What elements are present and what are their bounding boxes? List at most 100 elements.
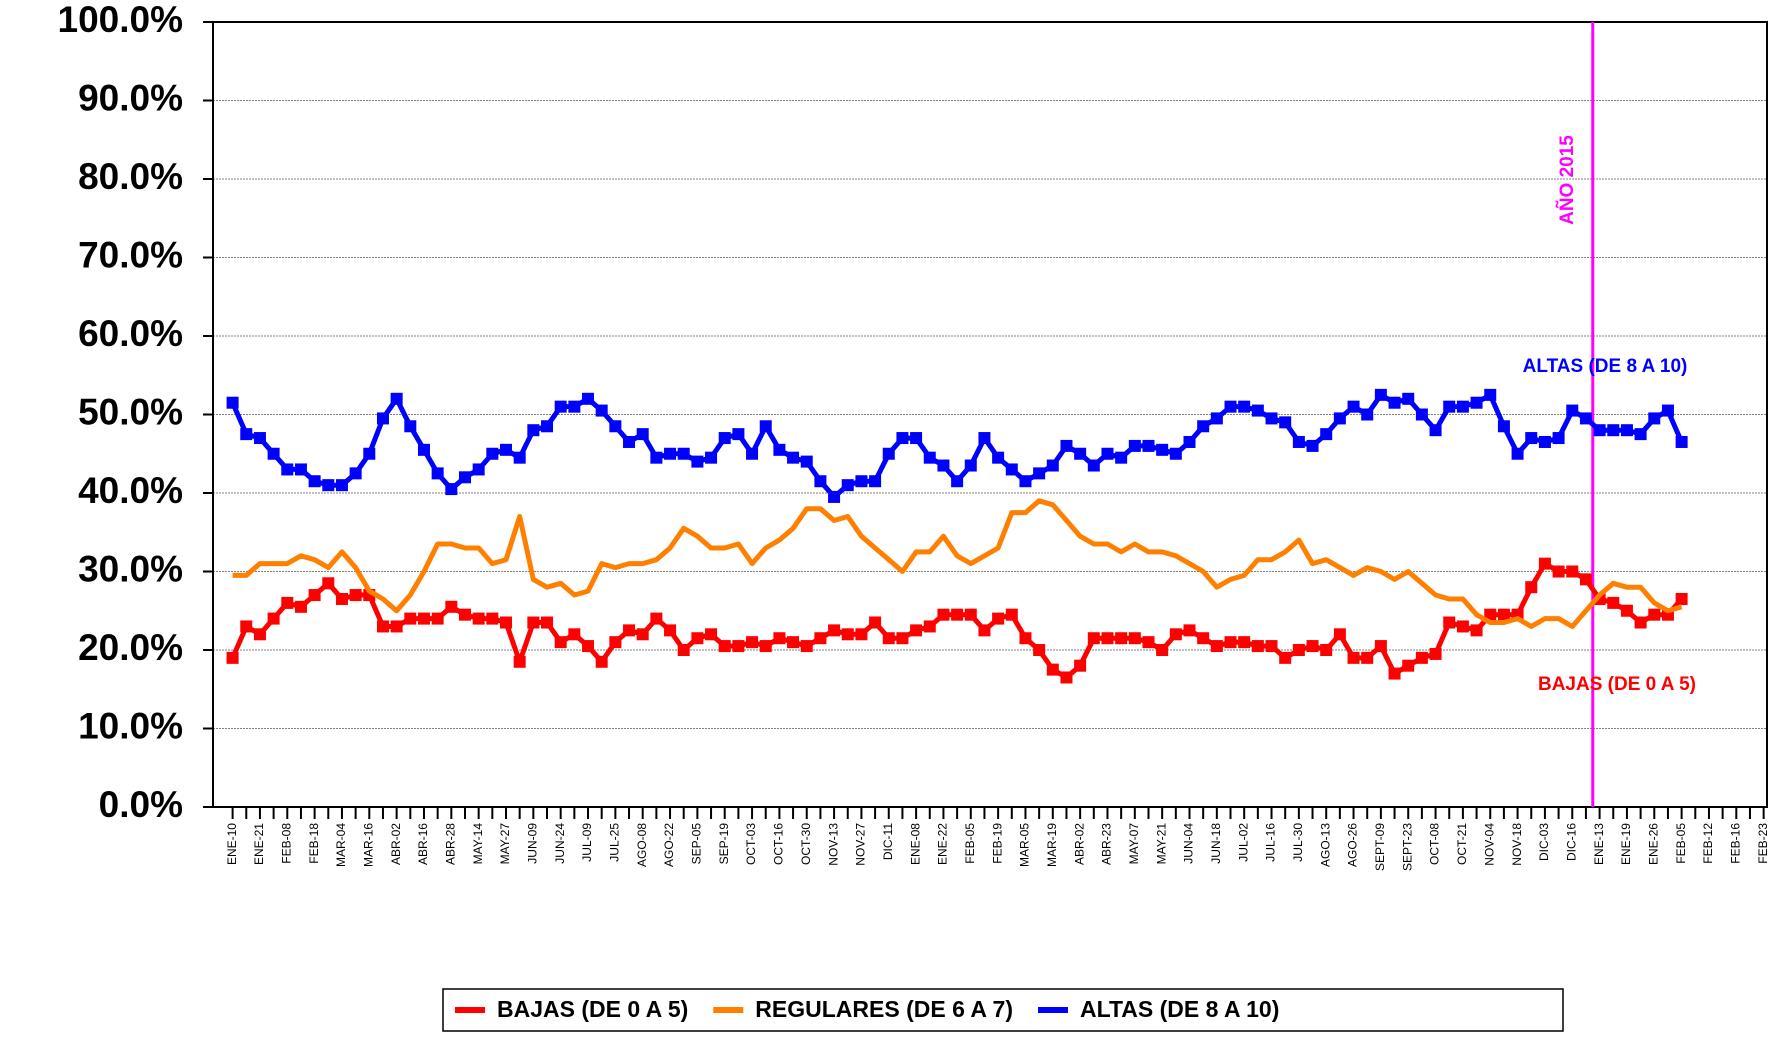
x-tick-label: FEB-19 <box>990 823 1004 864</box>
data-marker <box>376 620 389 633</box>
data-marker <box>308 589 321 602</box>
data-marker <box>623 624 636 637</box>
x-tick-label: FEB-05 <box>1674 823 1688 864</box>
data-marker <box>1607 596 1620 609</box>
x-tick-label: NOV-18 <box>1510 823 1524 866</box>
data-marker <box>1634 428 1647 441</box>
data-marker <box>1429 647 1442 660</box>
x-tick-label: ENE-19 <box>1619 823 1633 865</box>
data-marker <box>1388 396 1401 409</box>
data-marker <box>240 620 253 633</box>
data-marker <box>1402 392 1415 405</box>
data-marker <box>1292 435 1305 448</box>
x-tick-label: ABR-02 <box>389 823 403 865</box>
data-marker <box>240 428 253 441</box>
data-marker <box>800 640 813 653</box>
data-marker <box>1566 404 1579 417</box>
data-marker <box>1661 404 1674 417</box>
data-marker <box>527 616 540 629</box>
y-tick-label: 70.0% <box>78 234 183 275</box>
data-marker <box>1443 616 1456 629</box>
data-marker <box>500 443 512 456</box>
x-tick-label: OCT-16 <box>772 823 786 865</box>
data-marker <box>404 420 417 433</box>
data-marker <box>554 636 567 649</box>
data-marker <box>855 628 868 641</box>
data-marker <box>1019 632 1032 645</box>
x-tick-label: OCT-21 <box>1455 823 1469 865</box>
data-marker <box>623 435 636 448</box>
data-marker <box>1579 412 1592 425</box>
data-marker <box>910 432 923 445</box>
data-marker <box>1197 420 1210 433</box>
data-marker <box>1197 632 1210 645</box>
data-marker <box>1005 608 1018 621</box>
data-marker <box>1046 459 1059 472</box>
data-marker <box>1675 592 1688 605</box>
data-marker <box>814 475 827 488</box>
data-marker <box>513 451 526 464</box>
data-marker <box>964 459 977 472</box>
data-marker <box>335 479 348 492</box>
data-marker <box>472 612 485 625</box>
x-tick-label: MAR-19 <box>1045 823 1059 867</box>
x-tick-label: MAY-14 <box>471 823 485 865</box>
x-tick-label: MAR-05 <box>1018 823 1032 867</box>
x-tick-label: NOV-04 <box>1482 823 1496 866</box>
x-tick-label: JUN-04 <box>1182 823 1196 864</box>
data-marker <box>1402 659 1415 672</box>
data-marker <box>554 400 567 413</box>
data-marker <box>882 632 895 645</box>
data-marker <box>1183 624 1196 637</box>
legend-label: REGULARES (DE 6 A 7) <box>755 996 1013 1022</box>
data-marker <box>541 420 554 433</box>
data-marker <box>404 612 417 625</box>
data-marker <box>1183 435 1196 448</box>
data-marker <box>1279 651 1292 664</box>
data-marker <box>1456 400 1469 413</box>
data-marker <box>691 455 704 468</box>
data-marker <box>1620 604 1633 617</box>
data-marker <box>431 612 444 625</box>
data-marker <box>1101 632 1114 645</box>
data-marker <box>759 640 772 653</box>
data-marker <box>458 608 471 621</box>
data-marker <box>978 624 991 637</box>
data-marker <box>1265 640 1278 653</box>
data-marker <box>363 447 376 460</box>
data-marker <box>1361 651 1374 664</box>
data-marker <box>1169 447 1182 460</box>
data-marker <box>1156 443 1169 456</box>
data-marker <box>869 475 882 488</box>
x-tick-label: FEB-12 <box>1701 823 1715 864</box>
data-marker <box>923 451 936 464</box>
x-tick-label: SEPT-09 <box>1373 823 1387 871</box>
data-marker <box>1074 447 1087 460</box>
data-marker <box>226 651 239 664</box>
x-tick-label: JUL-25 <box>608 823 622 862</box>
legend-label: ALTAS (DE 8 A 10) <box>1080 996 1279 1022</box>
data-marker <box>1005 463 1018 476</box>
legend-box <box>442 988 1564 1032</box>
data-marker <box>1224 400 1237 413</box>
data-marker <box>500 616 512 629</box>
data-marker <box>527 424 540 437</box>
data-marker <box>1115 451 1128 464</box>
data-marker <box>595 655 608 668</box>
data-marker <box>1415 651 1428 664</box>
data-marker <box>1607 424 1620 437</box>
data-marker <box>951 608 964 621</box>
data-marker <box>896 632 909 645</box>
data-marker <box>1538 557 1551 570</box>
x-tick-label: DIC-03 <box>1537 823 1551 861</box>
x-tick-label: MAR-04 <box>334 823 348 867</box>
y-tick-label: 0.0% <box>99 784 183 825</box>
data-marker <box>910 624 923 637</box>
data-marker <box>992 612 1005 625</box>
data-marker <box>1648 412 1661 425</box>
data-marker <box>1538 435 1551 448</box>
data-marker <box>1388 667 1401 680</box>
data-marker <box>1046 663 1059 676</box>
data-marker <box>1306 439 1319 452</box>
data-marker <box>992 451 1005 464</box>
